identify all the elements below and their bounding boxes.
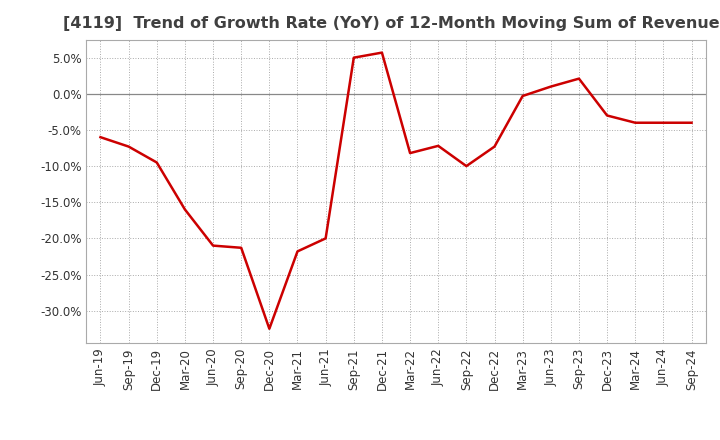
Title: [4119]  Trend of Growth Rate (YoY) of 12-Month Moving Sum of Revenues: [4119] Trend of Growth Rate (YoY) of 12-… xyxy=(63,16,720,32)
